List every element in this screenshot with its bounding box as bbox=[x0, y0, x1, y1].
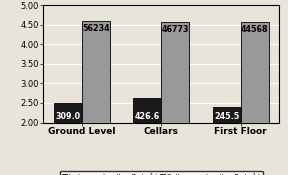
Text: 426.6: 426.6 bbox=[135, 112, 160, 121]
Text: 46773: 46773 bbox=[162, 25, 189, 34]
Text: 44568: 44568 bbox=[241, 25, 268, 34]
Bar bbox=[213, 107, 241, 122]
Text: 245.5: 245.5 bbox=[214, 112, 240, 121]
Bar bbox=[54, 103, 82, 122]
Bar bbox=[82, 21, 110, 122]
Bar bbox=[241, 22, 269, 122]
Text: 56234: 56234 bbox=[82, 24, 109, 33]
Legend: Indoor radon (log Bq/m² ), Soil gas radon (log Bq/m² ): Indoor radon (log Bq/m² ), Soil gas rado… bbox=[60, 170, 263, 175]
Bar bbox=[161, 22, 189, 122]
Text: 309.0: 309.0 bbox=[55, 112, 80, 121]
Bar bbox=[133, 98, 161, 122]
